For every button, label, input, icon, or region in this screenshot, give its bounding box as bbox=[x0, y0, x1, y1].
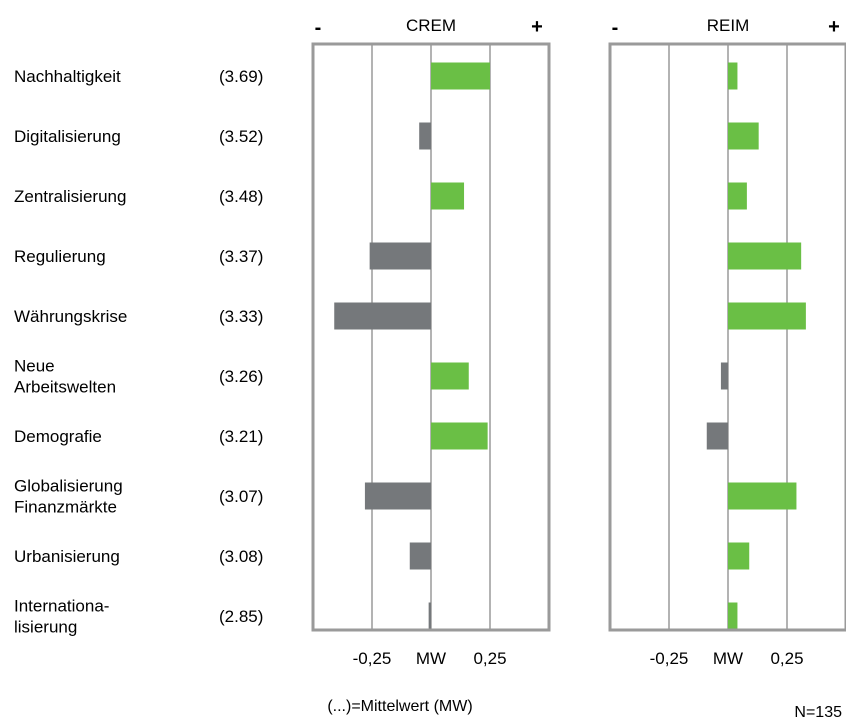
bar bbox=[419, 122, 431, 150]
category-labels: Nachhaltigkeit Digitalisierung Zentralisie… bbox=[14, 67, 127, 637]
mean-label: (3.07) bbox=[219, 487, 263, 506]
category-label: Zentralisierung bbox=[14, 187, 126, 206]
minus-sign: - bbox=[612, 17, 619, 39]
series-title: CREM bbox=[406, 16, 456, 35]
mean-label: (3.08) bbox=[219, 547, 263, 566]
mean-label: (3.48) bbox=[219, 187, 263, 206]
panel-reim: REIM - + -0,25 MW 0,25 bbox=[608, 16, 846, 668]
category-label: Nachhaltigkeit bbox=[14, 67, 121, 86]
x-tick-label: MW bbox=[416, 649, 446, 668]
bar bbox=[334, 302, 431, 330]
series-title: REIM bbox=[707, 16, 750, 35]
mean-label: (2.85) bbox=[219, 607, 263, 626]
mean-label: (3.33) bbox=[219, 307, 263, 326]
bar bbox=[728, 482, 797, 510]
bar bbox=[728, 602, 738, 630]
bar bbox=[431, 62, 490, 90]
bar bbox=[706, 422, 728, 450]
plus-sign: + bbox=[531, 16, 543, 38]
mean-labels: (3.69) (3.52) (3.48) (3.37) (3.33) (3.26) (3.2… bbox=[219, 67, 263, 626]
panel-crem: CREM - + -0,25 MW 0,25 bbox=[311, 16, 551, 668]
mean-label: (3.37) bbox=[219, 247, 263, 266]
bar bbox=[431, 182, 465, 210]
panel-frame bbox=[311, 42, 551, 632]
bar bbox=[369, 242, 431, 270]
mean-label: (3.21) bbox=[219, 427, 263, 446]
category-label: Währungskrise bbox=[14, 307, 127, 326]
category-label: Urbanisierung bbox=[14, 547, 120, 566]
mean-label: (3.52) bbox=[219, 127, 263, 146]
panel-frame bbox=[608, 42, 846, 632]
bar bbox=[728, 242, 802, 270]
category-label: Regulierung bbox=[14, 247, 106, 266]
mean-label: (3.69) bbox=[219, 67, 263, 86]
bar bbox=[728, 302, 806, 330]
x-tick-label: 0,25 bbox=[473, 649, 506, 668]
x-tick-label: 0,25 bbox=[770, 649, 803, 668]
minus-sign: - bbox=[315, 17, 322, 39]
bar bbox=[431, 362, 469, 390]
x-tick-label: MW bbox=[713, 649, 743, 668]
bar bbox=[431, 422, 488, 450]
category-label: Neue Arbeitswelten bbox=[14, 357, 116, 397]
panels: CREM - + -0,25 MW 0,25 REIM - + -0,25 MW 0,25 bbox=[311, 16, 846, 668]
plus-sign: + bbox=[828, 16, 840, 38]
bar bbox=[728, 542, 750, 570]
bar bbox=[728, 122, 759, 150]
category-label: Demografie bbox=[14, 427, 102, 446]
sample-size: N=135 bbox=[794, 704, 842, 721]
x-tick-label: -0,25 bbox=[353, 649, 392, 668]
bar bbox=[364, 482, 431, 510]
category-label: Globalisierung Finanzmärkte bbox=[14, 477, 123, 517]
bar bbox=[409, 542, 431, 570]
footnote: (...)=Mittelwert (MW) bbox=[327, 698, 472, 715]
mean-label: (3.26) bbox=[219, 367, 263, 386]
bar bbox=[428, 602, 431, 630]
category-label: Internationa-lisierung bbox=[14, 597, 109, 637]
x-tick-label: -0,25 bbox=[650, 649, 689, 668]
category-label: Digitalisierung bbox=[14, 127, 121, 146]
bar bbox=[728, 182, 747, 210]
bar bbox=[720, 362, 728, 390]
bar bbox=[728, 62, 738, 90]
